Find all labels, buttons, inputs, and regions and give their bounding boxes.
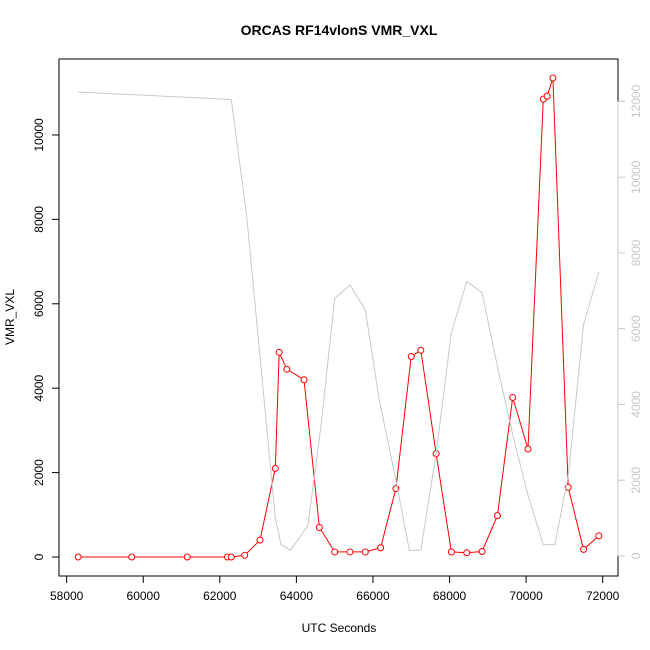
series-line-right — [78, 91, 600, 551]
data-point — [580, 545, 588, 553]
y2-tick-label: 2000 — [629, 467, 643, 494]
data-point — [543, 92, 551, 100]
y-tick-label: 0 — [32, 553, 46, 560]
data-point — [283, 365, 291, 373]
x-tick-label: 64000 — [280, 589, 314, 603]
y2-tick-label: 12000 — [629, 84, 643, 118]
y2-tick-label: 6000 — [629, 315, 643, 342]
series-line-left — [78, 77, 600, 558]
data-point — [275, 348, 283, 356]
data-point — [463, 549, 471, 557]
data-point — [227, 553, 235, 561]
data-point — [300, 376, 308, 384]
y-axis-left: 0 2000 4000 6000 8000 10000 — [32, 118, 60, 560]
y-tick-label: 8000 — [32, 206, 46, 233]
x-tick-label: 68000 — [433, 589, 467, 603]
data-point — [407, 353, 415, 361]
data-point — [509, 393, 517, 401]
y2-tick-label: 8000 — [629, 239, 643, 266]
y-axis-right: 0 2000 4000 6000 8000 10000 12000 — [617, 84, 643, 559]
data-point — [183, 553, 191, 561]
data-point — [595, 532, 603, 540]
data-point — [315, 523, 323, 531]
data-point — [524, 445, 532, 453]
x-axis-label: UTC Seconds — [302, 621, 377, 635]
series-layer — [74, 74, 603, 561]
data-point — [377, 544, 385, 552]
data-point — [417, 346, 425, 354]
y-axis-label: VMR_VXL — [3, 289, 17, 345]
x-tick-label: 70000 — [509, 589, 543, 603]
x-tick-label: 66000 — [356, 589, 390, 603]
data-point — [331, 548, 339, 556]
data-point — [241, 551, 249, 559]
data-point — [549, 74, 557, 82]
y-tick-label: 2000 — [32, 459, 46, 486]
data-point — [478, 548, 486, 556]
data-point — [271, 464, 279, 472]
data-point — [74, 553, 82, 561]
chart-title: ORCAS RF14vlonS VMR_VXL — [241, 22, 438, 38]
y2-tick-label: 4000 — [629, 391, 643, 418]
y2-tick-label: 0 — [629, 552, 643, 559]
y-tick-label: 10000 — [32, 118, 46, 152]
x-tick-label: 58000 — [50, 589, 84, 603]
x-tick-label: 62000 — [203, 589, 237, 603]
data-point — [346, 548, 354, 556]
x-tick-label: 72000 — [586, 589, 620, 603]
data-point — [256, 536, 264, 544]
x-tick-label: 60000 — [127, 589, 161, 603]
x-axis: 58000 60000 62000 64000 66000 68000 70000 72000 — [50, 575, 620, 603]
data-point — [361, 548, 369, 556]
y2-tick-label: 10000 — [629, 160, 643, 194]
y-tick-label: 4000 — [32, 375, 46, 402]
data-point — [493, 512, 501, 520]
data-point — [447, 548, 455, 556]
y-tick-label: 6000 — [32, 290, 46, 317]
data-point — [128, 553, 136, 561]
